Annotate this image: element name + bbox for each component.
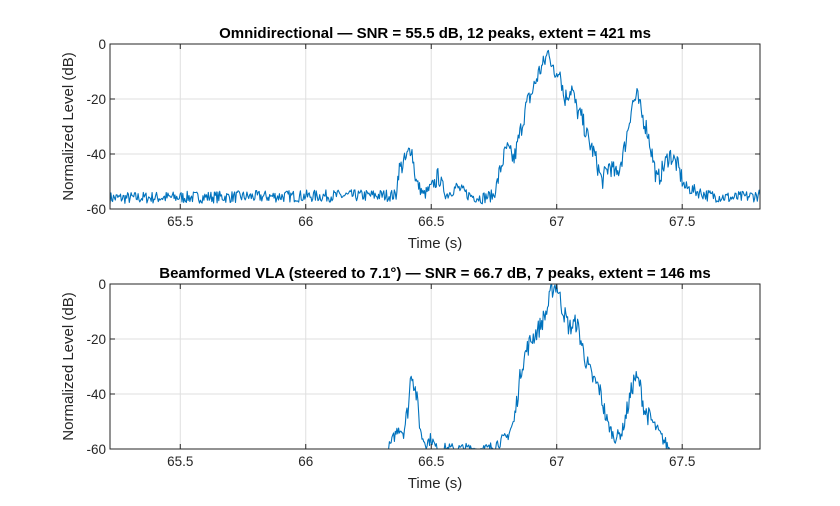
y-tick-label: -40 (86, 387, 106, 402)
top-panel-title: Omnidirectional — SNR = 55.5 dB, 12 peak… (219, 25, 651, 42)
bottom-panel-axes-frame (109, 283, 761, 450)
x-tick-label: 67 (549, 454, 564, 469)
x-tick-label: 65.5 (167, 214, 193, 229)
x-tick-label: 66.5 (418, 454, 444, 469)
top-panel-y-axis-label: Normalized Level (dB) (60, 52, 77, 200)
bottom-panel-ticks: 65.5 66 66.5 67 67.5 0 -20 -40 -60 (86, 277, 760, 469)
y-tick-label: 0 (98, 277, 106, 292)
x-tick-label: 66.5 (418, 214, 444, 229)
x-tick-label: 67 (549, 214, 564, 229)
bottom-panel-title: Beamformed VLA (steered to 7.1°) — SNR =… (159, 265, 710, 282)
top-panel-ticks: 65.5 66 66.5 67 67.5 0 -20 -40 -60 (86, 37, 760, 229)
y-tick-label: -60 (86, 442, 106, 457)
y-tick-label: 0 (98, 37, 106, 52)
y-tick-label: -60 (86, 202, 106, 217)
top-panel-x-axis-label: Time (s) (408, 235, 462, 252)
y-tick-label: -20 (86, 92, 106, 107)
x-tick-label: 67.5 (669, 214, 695, 229)
top-panel-axes-frame (109, 43, 761, 210)
x-tick-label: 67.5 (669, 454, 695, 469)
x-tick-label: 65.5 (167, 454, 193, 469)
y-tick-label: -20 (86, 332, 106, 347)
bottom-panel-y-axis-label: Normalized Level (dB) (60, 292, 77, 440)
x-tick-label: 66 (298, 214, 313, 229)
bottom-panel-x-axis-label: Time (s) (408, 475, 462, 492)
top-panel: 65.5 66 66.5 67 67.5 0 -20 -40 -60 Omnidirection… (60, 25, 761, 252)
bottom-panel: 65.5 66 66.5 67 67.5 0 -20 -40 -60 Beamformed VL… (60, 265, 761, 492)
x-tick-label: 66 (298, 454, 313, 469)
bottom-panel-grid (110, 283, 760, 450)
bottom-panel-series-line (388, 283, 671, 450)
top-panel-series-line (109, 49, 761, 205)
y-tick-label: -40 (86, 147, 106, 162)
